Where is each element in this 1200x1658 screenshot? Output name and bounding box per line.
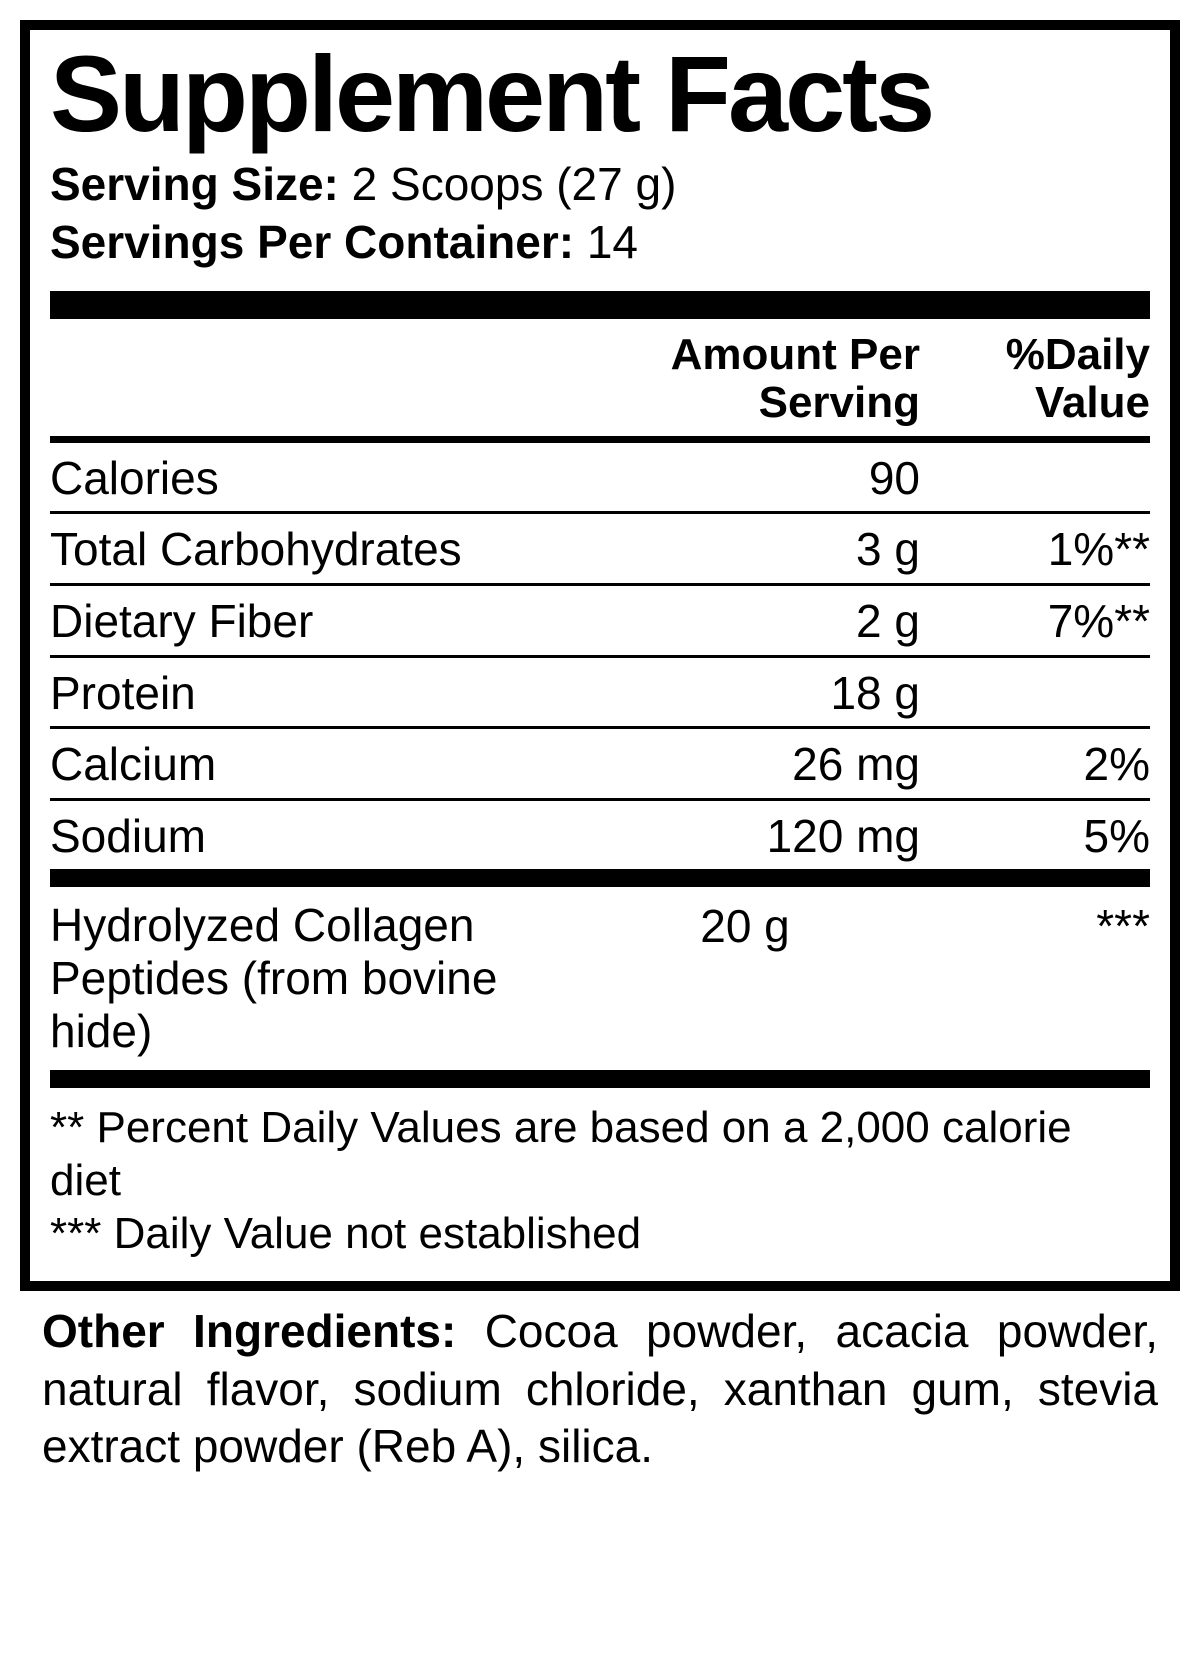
- nutrient-name: Total Carbohydrates: [50, 524, 680, 575]
- nutrient-row: Sodium 120 mg 5%: [50, 801, 1150, 870]
- nutrient-dv: 2%: [920, 739, 1150, 790]
- ingredient-name: Hydrolyzed Collagen Peptides (from bovin…: [50, 899, 590, 1058]
- nutrient-dv: 7%**: [920, 596, 1150, 647]
- footnotes: ** Percent Daily Values are based on a 2…: [50, 1088, 1150, 1266]
- nutrient-row: Calcium 26 mg 2%: [50, 729, 1150, 801]
- servings-per-container-value: 14: [587, 216, 638, 268]
- nutrient-name: Calcium: [50, 739, 680, 790]
- nutrient-amount: 3 g: [680, 524, 920, 575]
- nutrient-name: Dietary Fiber: [50, 596, 680, 647]
- footnote-not-established: *** Daily Value not established: [50, 1208, 1150, 1261]
- nutrient-dv: 5%: [920, 811, 1150, 862]
- ingredient-row: Hydrolyzed Collagen Peptides (from bovin…: [50, 887, 1150, 1070]
- nutrient-amount: 90: [680, 453, 920, 504]
- supplement-facts-panel: Supplement Facts Serving Size: 2 Scoops …: [20, 20, 1180, 1291]
- amount-header: Amount Per Serving: [580, 331, 920, 428]
- ingredient-dv: ***: [1020, 899, 1150, 953]
- dv-header: %Daily Value: [920, 331, 1150, 428]
- nutrient-amount: 26 mg: [680, 739, 920, 790]
- nutrient-amount: 18 g: [680, 668, 920, 719]
- nutrient-name: Calories: [50, 453, 680, 504]
- servings-per-container-label: Servings Per Container:: [50, 216, 574, 268]
- serving-size-label: Serving Size:: [50, 158, 339, 210]
- ingredient-amount: 20 g: [590, 899, 1020, 953]
- divider-bar: [50, 291, 1150, 319]
- nutrient-row: Dietary Fiber 2 g 7%**: [50, 586, 1150, 658]
- footnote-percent-dv: ** Percent Daily Values are based on a 2…: [50, 1102, 1150, 1208]
- nutrient-dv: 1%**: [920, 524, 1150, 575]
- nutrient-row: Total Carbohydrates 3 g 1%**: [50, 514, 1150, 586]
- nutrient-amount: 120 mg: [680, 811, 920, 862]
- nutrient-name: Sodium: [50, 811, 680, 862]
- other-ingredients: Other Ingredients: Cocoa powder, acacia …: [20, 1291, 1180, 1476]
- serving-info: Serving Size: 2 Scoops (27 g) Servings P…: [50, 156, 1150, 271]
- nutrient-row: Protein 18 g: [50, 658, 1150, 730]
- column-headers: Amount Per Serving %Daily Value: [50, 319, 1150, 443]
- panel-title: Supplement Facts: [50, 40, 1150, 148]
- serving-size-value: 2 Scoops (27 g): [352, 158, 677, 210]
- divider-bar: [50, 1070, 1150, 1088]
- nutrient-amount: 2 g: [680, 596, 920, 647]
- other-ingredients-label: Other Ingredients:: [42, 1305, 456, 1357]
- divider-bar: [50, 869, 1150, 887]
- nutrient-row: Calories 90: [50, 443, 1150, 515]
- nutrient-name: Protein: [50, 668, 680, 719]
